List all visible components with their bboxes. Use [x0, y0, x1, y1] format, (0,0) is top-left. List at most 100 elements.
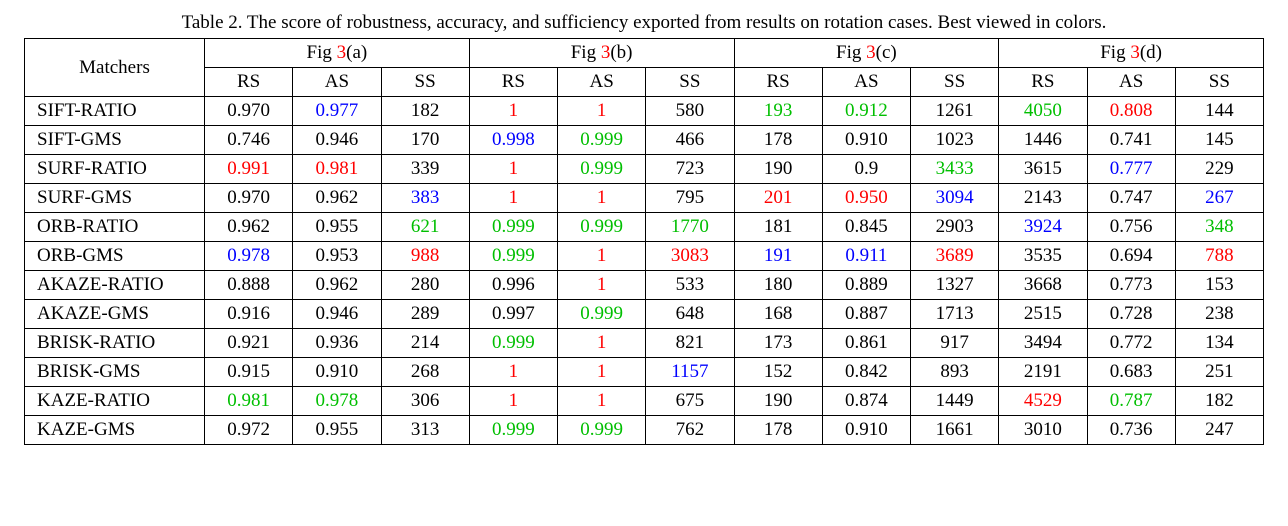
- value-cell: 0.915: [205, 358, 293, 387]
- value-cell: 0.981: [205, 387, 293, 416]
- fig-num: 3: [1130, 42, 1140, 63]
- value-cell: 0.741: [1087, 126, 1175, 155]
- value-cell: 762: [646, 416, 734, 445]
- value-cell: 0.888: [205, 271, 293, 300]
- value-cell: 153: [1175, 271, 1263, 300]
- subheader-cell: SS: [911, 68, 999, 97]
- value-cell: 0.955: [293, 416, 381, 445]
- value-cell: 0.916: [205, 300, 293, 329]
- value-cell: 1: [558, 271, 646, 300]
- value-cell: 3615: [999, 155, 1087, 184]
- matcher-name-cell: BRISK-GMS: [25, 358, 205, 387]
- value-cell: 1: [469, 97, 557, 126]
- subheader-cell: SS: [1175, 68, 1263, 97]
- value-cell: 0.999: [469, 213, 557, 242]
- value-cell: 1: [558, 184, 646, 213]
- value-cell: 0.999: [558, 300, 646, 329]
- table-row: AKAZE-GMS0.9160.9462890.9970.9996481680.…: [25, 300, 1264, 329]
- value-cell: 0.999: [558, 213, 646, 242]
- fig-prefix: Fig: [571, 42, 601, 63]
- value-cell: 313: [381, 416, 469, 445]
- value-cell: 0.999: [469, 329, 557, 358]
- value-cell: 1327: [911, 271, 999, 300]
- value-cell: 0.683: [1087, 358, 1175, 387]
- matcher-name-cell: ORB-GMS: [25, 242, 205, 271]
- value-cell: 0.874: [822, 387, 910, 416]
- value-cell: 191: [734, 242, 822, 271]
- value-cell: 1661: [911, 416, 999, 445]
- value-cell: 251: [1175, 358, 1263, 387]
- value-cell: 268: [381, 358, 469, 387]
- value-cell: 1: [558, 97, 646, 126]
- table-row: AKAZE-RATIO0.8880.9622800.99615331800.88…: [25, 271, 1264, 300]
- value-cell: 0.842: [822, 358, 910, 387]
- value-cell: 0.950: [822, 184, 910, 213]
- table-row: KAZE-GMS0.9720.9553130.9990.9997621780.9…: [25, 416, 1264, 445]
- value-cell: 0.910: [822, 416, 910, 445]
- value-cell: 0.746: [205, 126, 293, 155]
- matcher-name-cell: AKAZE-GMS: [25, 300, 205, 329]
- fig-prefix: Fig: [836, 42, 866, 63]
- value-cell: 1: [469, 358, 557, 387]
- table-row: SURF-RATIO0.9910.98133910.9997231900.934…: [25, 155, 1264, 184]
- caption-text: Table 2. The score of robustness, accura…: [182, 12, 1107, 33]
- header-group-d: Fig 3(d): [999, 39, 1264, 68]
- value-cell: 0.736: [1087, 416, 1175, 445]
- value-cell: 0.911: [822, 242, 910, 271]
- value-cell: 1446: [999, 126, 1087, 155]
- value-cell: 1770: [646, 213, 734, 242]
- value-cell: 0.946: [293, 300, 381, 329]
- table-row: BRISK-GMS0.9150.9102681111571520.8428932…: [25, 358, 1264, 387]
- value-cell: 1449: [911, 387, 999, 416]
- value-cell: 0.861: [822, 329, 910, 358]
- value-cell: 3668: [999, 271, 1087, 300]
- matcher-name-cell: SURF-GMS: [25, 184, 205, 213]
- table-head: Matchers Fig 3(a) Fig 3(b) Fig 3(c) Fig …: [25, 39, 1264, 97]
- value-cell: 348: [1175, 213, 1263, 242]
- value-cell: 0.970: [205, 184, 293, 213]
- value-cell: 145: [1175, 126, 1263, 155]
- value-cell: 0.694: [1087, 242, 1175, 271]
- value-cell: 181: [734, 213, 822, 242]
- value-cell: 723: [646, 155, 734, 184]
- value-cell: 0.955: [293, 213, 381, 242]
- subheader-cell: RS: [734, 68, 822, 97]
- value-cell: 229: [1175, 155, 1263, 184]
- value-cell: 152: [734, 358, 822, 387]
- table-row: KAZE-RATIO0.9810.978306116751900.8741449…: [25, 387, 1264, 416]
- value-cell: 3924: [999, 213, 1087, 242]
- value-cell: 201: [734, 184, 822, 213]
- value-cell: 190: [734, 155, 822, 184]
- value-cell: 466: [646, 126, 734, 155]
- value-cell: 2143: [999, 184, 1087, 213]
- value-cell: 0.999: [558, 126, 646, 155]
- value-cell: 0.970: [205, 97, 293, 126]
- table-caption: Table 2. The score of robustness, accura…: [20, 12, 1268, 34]
- table-row: ORB-RATIO0.9620.9556210.9990.99917701810…: [25, 213, 1264, 242]
- value-cell: 0.845: [822, 213, 910, 242]
- value-cell: 0.9: [822, 155, 910, 184]
- value-cell: 182: [381, 97, 469, 126]
- value-cell: 3010: [999, 416, 1087, 445]
- value-cell: 178: [734, 126, 822, 155]
- table-row: SURF-GMS0.9700.962383117952010.950309421…: [25, 184, 1264, 213]
- fig-num: 3: [601, 42, 611, 63]
- value-cell: 1023: [911, 126, 999, 155]
- subheader-cell: SS: [381, 68, 469, 97]
- fig-prefix: Fig: [307, 42, 337, 63]
- value-cell: 0.777: [1087, 155, 1175, 184]
- table-row: SIFT-GMS0.7460.9461700.9980.9994661780.9…: [25, 126, 1264, 155]
- value-cell: 788: [1175, 242, 1263, 271]
- value-cell: 3094: [911, 184, 999, 213]
- value-cell: 3535: [999, 242, 1087, 271]
- value-cell: 3083: [646, 242, 734, 271]
- header-group-b: Fig 3(b): [469, 39, 734, 68]
- value-cell: 0.772: [1087, 329, 1175, 358]
- matcher-name-cell: BRISK-RATIO: [25, 329, 205, 358]
- value-cell: 0.889: [822, 271, 910, 300]
- value-cell: 4050: [999, 97, 1087, 126]
- value-cell: 0.999: [469, 416, 557, 445]
- value-cell: 533: [646, 271, 734, 300]
- subheader-cell: RS: [469, 68, 557, 97]
- value-cell: 1: [558, 358, 646, 387]
